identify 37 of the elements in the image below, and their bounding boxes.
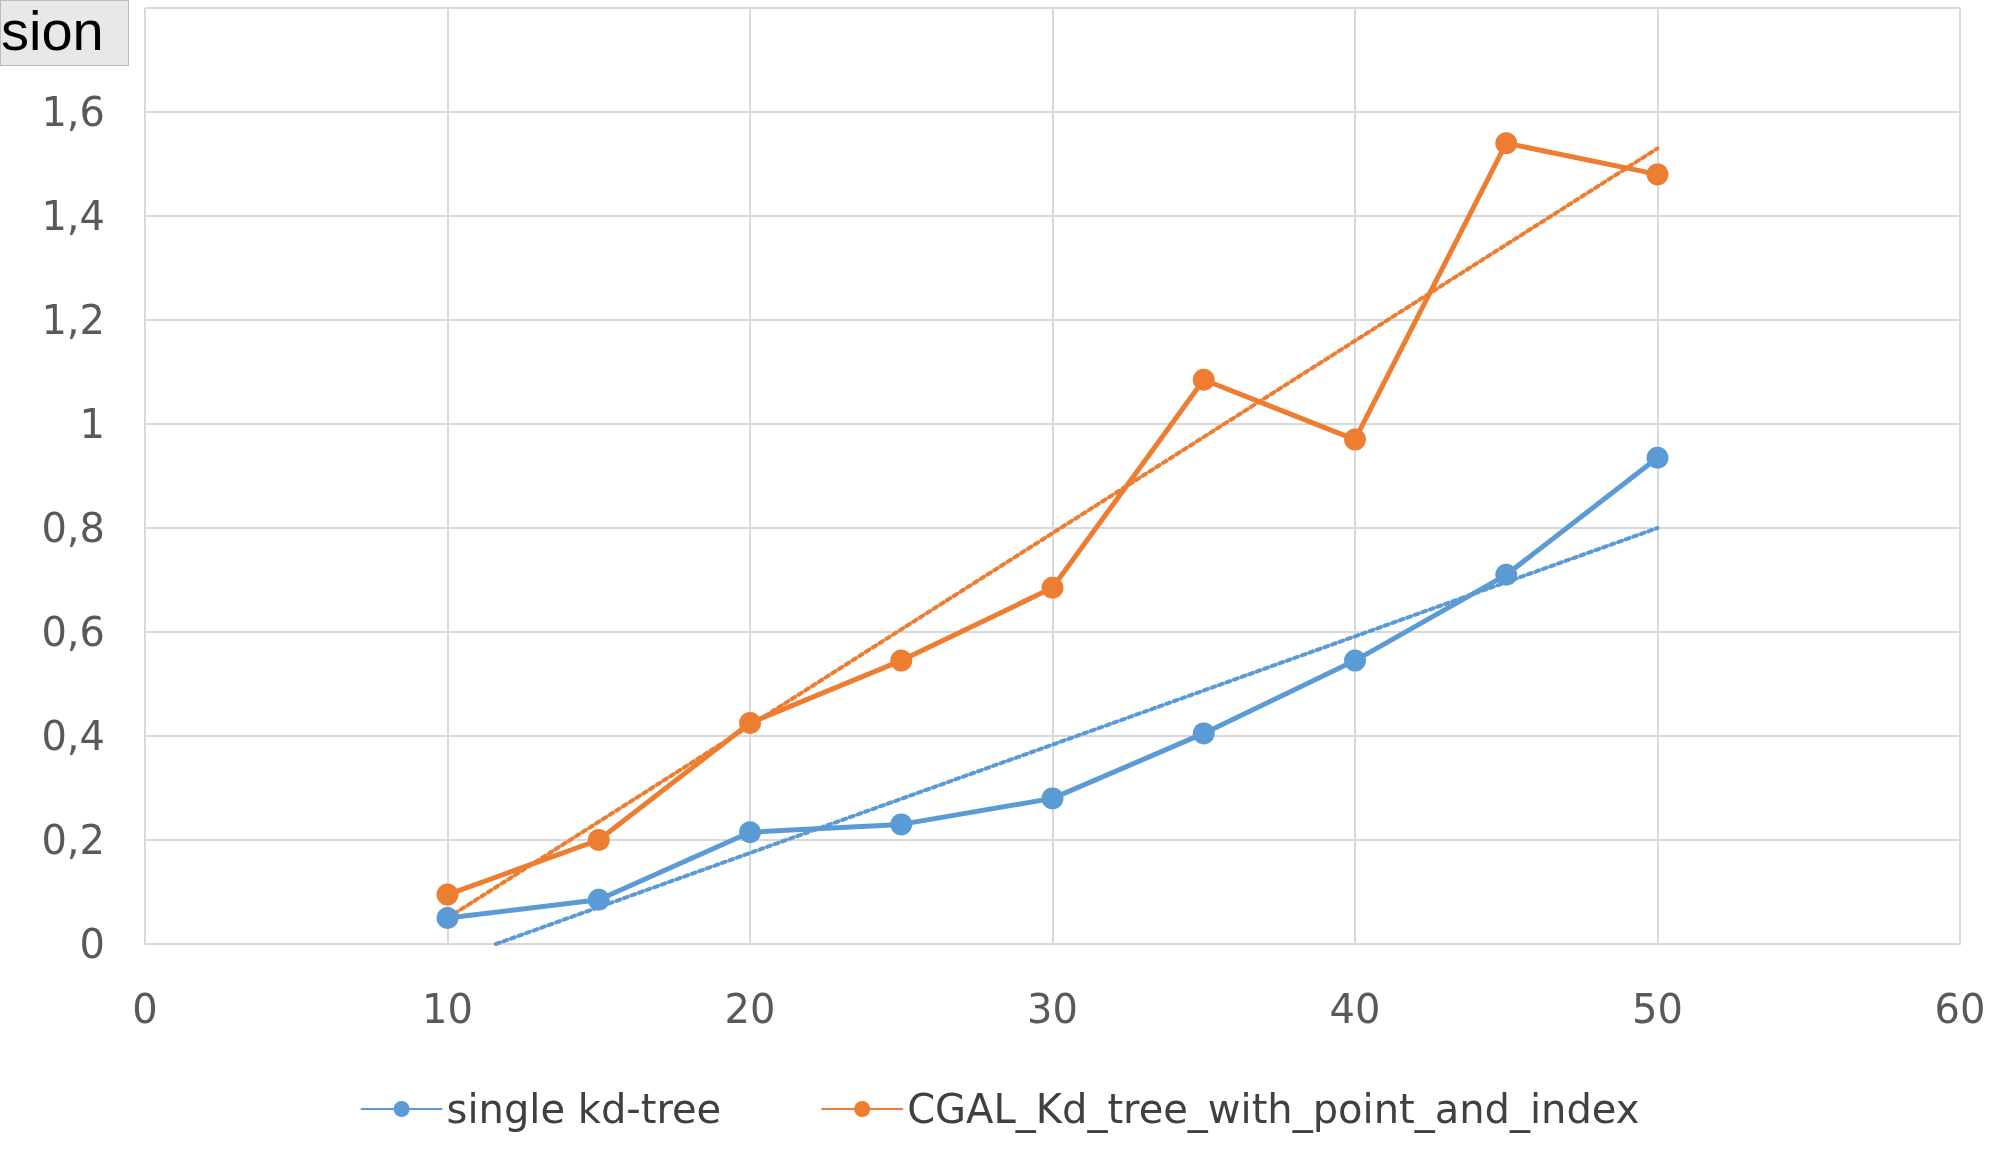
x-tick-label: 40 [1329, 986, 1381, 1032]
y-tick-label: 0,2 [41, 817, 105, 863]
y-tick-label: 1,2 [41, 297, 105, 343]
point [1041, 787, 1064, 810]
point [890, 813, 913, 836]
point [587, 888, 610, 911]
point [739, 712, 761, 734]
y-tick-label: 1,4 [41, 193, 105, 239]
point [890, 649, 913, 672]
legend-label: CGAL_Kd_tree_with_point_and_index [907, 1086, 1640, 1133]
point [1646, 446, 1669, 469]
point [436, 883, 459, 906]
point [1495, 563, 1518, 586]
point [739, 821, 761, 844]
x-tick-label: 10 [422, 986, 473, 1032]
point [436, 907, 459, 929]
y-tick-label: 1 [79, 401, 105, 447]
x-tick-label: 60 [1934, 986, 1986, 1032]
point [1646, 163, 1669, 186]
y-tick-label: 0,8 [41, 505, 105, 551]
point [1192, 368, 1215, 391]
chart-title: sion [0, 0, 129, 66]
point [1041, 576, 1064, 599]
point [1344, 428, 1366, 451]
y-tick-label: 0,4 [41, 713, 105, 759]
x-tick-label: 0 [132, 986, 158, 1032]
x-tick-label: 30 [1027, 986, 1078, 1032]
point [1192, 722, 1215, 745]
point [587, 829, 610, 851]
x-tick-label: 50 [1632, 986, 1683, 1032]
point [1344, 649, 1366, 672]
y-tick-label: 0,6 [41, 609, 105, 655]
y-tick-label: 1,6 [41, 89, 105, 135]
x-tick-label: 20 [724, 986, 776, 1032]
point [1495, 132, 1518, 155]
y-tick-label: 0 [79, 921, 105, 967]
legend-label: single kd-tree [446, 1086, 722, 1132]
